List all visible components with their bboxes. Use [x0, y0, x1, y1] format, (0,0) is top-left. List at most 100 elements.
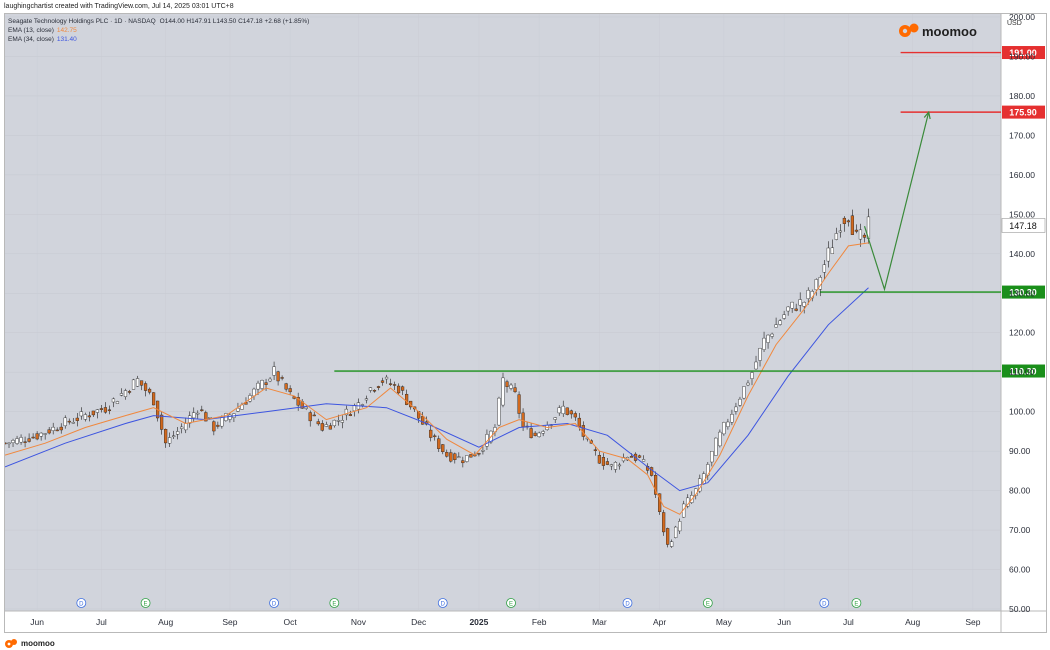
event-marker-E[interactable]: [140, 598, 151, 608]
candle-body: [400, 386, 405, 391]
candle-body: [658, 493, 662, 512]
price-tick-label: 120.00: [1009, 328, 1035, 338]
candle-body: [517, 394, 521, 414]
candle-body: [268, 378, 272, 382]
time-tick-label: Aug: [158, 617, 173, 627]
level-label: 175.90: [1009, 108, 1037, 118]
candle-body: [208, 417, 212, 419]
grid: [5, 14, 1001, 611]
ema13-line: [4, 242, 869, 515]
event-marker-E[interactable]: [702, 598, 713, 608]
price-tick-label: 180.00: [1009, 91, 1035, 101]
chart-caption: laughingchartist created with TradingVie…: [4, 3, 234, 10]
candle-body: [260, 380, 264, 389]
candle-body: [67, 420, 71, 423]
candle-body: [264, 382, 268, 385]
candle-body: [850, 215, 855, 235]
candle-body: [730, 414, 734, 423]
candle-body: [256, 382, 260, 390]
candle-body: [332, 419, 336, 427]
price-tick-label: 200.00: [1009, 14, 1035, 22]
candle-body: [593, 449, 597, 451]
candle-body: [509, 384, 513, 389]
time-tick-label: Apr: [653, 617, 666, 627]
candle-body: [168, 437, 172, 444]
candle-body: [87, 415, 91, 418]
candle-body: [766, 334, 770, 343]
candle-body: [236, 408, 240, 412]
currency-label[interactable]: USD: [1007, 20, 1022, 27]
candle-body: [180, 426, 184, 429]
price-axis-background: [1001, 14, 1046, 611]
price-chart[interactable]: 191.00 175.90 130.30 110.30 147.18 200.00 190…: [3, 12, 1046, 632]
candle-body: [465, 455, 469, 462]
candle-body: [461, 460, 465, 464]
candle-body: [782, 314, 786, 319]
candle-body: [284, 383, 288, 390]
candle-body: [376, 386, 381, 388]
level-label: 130.30: [1009, 288, 1037, 298]
candle-body: [405, 393, 409, 405]
candle-body: [200, 409, 204, 411]
candle-body: [854, 229, 859, 232]
candle-body: [107, 409, 112, 412]
candle-body: [505, 381, 509, 387]
legend-ema13: EMA (13, close) 142.75: [8, 27, 77, 34]
event-marker-D[interactable]: [437, 598, 448, 608]
price-levels: 191.00 175.90 130.30 110.30 147.18: [334, 46, 1046, 378]
legend-ema34: EMA (34, close) 131.40: [8, 36, 77, 43]
candle-body: [51, 426, 55, 431]
time-tick-label: Sep: [965, 617, 980, 627]
event-marker-D[interactable]: [76, 598, 87, 608]
event-marker-label: E: [332, 602, 336, 608]
event-marker-D[interactable]: [819, 598, 830, 608]
candle-body: [336, 420, 340, 422]
candle-body: [312, 414, 316, 417]
candle-body: [23, 441, 27, 443]
event-marker-E[interactable]: [329, 598, 340, 608]
candle-body: [272, 366, 276, 376]
candle-body: [537, 432, 541, 437]
candle-body: [742, 386, 746, 399]
candle-body: [553, 417, 557, 420]
candle-body: [513, 387, 517, 393]
time-tick-label: Mar: [592, 617, 607, 627]
candle-body: [533, 432, 537, 436]
price-tick-label: 150.00: [1009, 209, 1035, 219]
candle-body: [577, 417, 581, 427]
candle-body: [47, 429, 51, 434]
candle-body: [637, 455, 642, 458]
candle-body: [344, 408, 348, 416]
candle-body: [296, 397, 300, 406]
candle-body: [597, 455, 601, 464]
candle-body: [192, 412, 196, 419]
candle-body: [304, 406, 308, 409]
event-marker-E[interactable]: [851, 598, 862, 608]
candle-body: [790, 301, 794, 309]
legend-symbol: Seagate Technology Holdings PLC · 1D · N…: [8, 18, 309, 25]
candle-body: [7, 442, 11, 445]
event-marker-E[interactable]: [506, 598, 516, 608]
moomoo-logo-icon: [899, 23, 919, 37]
time-tick-label: 2025: [469, 617, 488, 627]
candle-body: [666, 528, 670, 545]
candle-body: [846, 220, 850, 223]
candle-body: [380, 380, 385, 383]
event-marker-D[interactable]: [269, 598, 279, 608]
candle-body: [119, 393, 124, 396]
level-label: 191.00: [1009, 48, 1037, 58]
candle-body: [160, 414, 164, 430]
candle-body: [838, 230, 842, 233]
chart-container[interactable]: 191.00 175.90 130.30 110.30 147.18 200.00 190…: [3, 12, 1047, 633]
candle-body: [521, 412, 525, 427]
candle-body: [617, 464, 622, 467]
event-marker-D[interactable]: [622, 598, 633, 608]
price-tick-label: 70.00: [1009, 525, 1031, 535]
candle-body: [814, 279, 818, 290]
candle-body: [131, 379, 136, 390]
time-tick-label: Oct: [284, 617, 298, 627]
event-marker-label: D: [272, 602, 277, 608]
price-tick-label: 110.00: [1009, 367, 1035, 377]
candle-body: [288, 388, 292, 393]
